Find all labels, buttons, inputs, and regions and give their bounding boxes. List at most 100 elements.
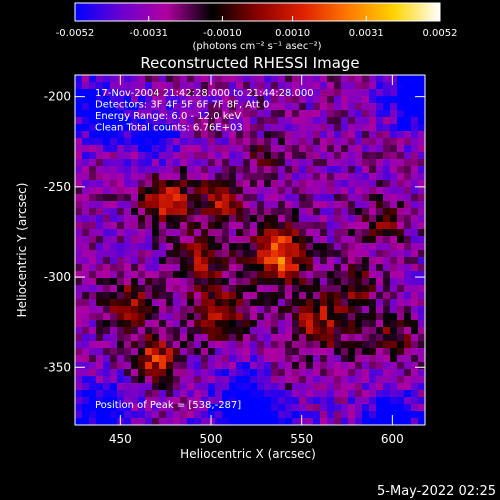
heatmap-cell — [180, 383, 188, 391]
heatmap-cell — [320, 292, 328, 300]
heatmap-cell — [334, 236, 342, 244]
heatmap-cell — [250, 124, 258, 132]
heatmap-cell — [320, 208, 328, 216]
heatmap-cell — [334, 194, 342, 202]
heatmap-cell — [271, 208, 279, 216]
heatmap-cell — [404, 89, 412, 97]
heatmap-cell — [285, 383, 293, 391]
heatmap-cell — [159, 355, 167, 363]
heatmap-cell — [208, 292, 216, 300]
heatmap-cell — [404, 376, 412, 384]
heatmap-cell — [159, 110, 167, 118]
heatmap-cell — [89, 348, 97, 356]
heatmap-cell — [194, 194, 202, 202]
heatmap-cell — [152, 320, 160, 328]
heatmap-cell — [369, 173, 377, 181]
heatmap-cell — [299, 341, 307, 349]
heatmap-cell — [250, 194, 258, 202]
heatmap-cell — [124, 152, 132, 160]
heatmap-cell — [418, 250, 426, 258]
heatmap-cell — [271, 103, 279, 111]
heatmap-cell — [369, 362, 377, 370]
heatmap-cell — [117, 355, 125, 363]
heatmap-cell — [243, 159, 251, 167]
heatmap-cell — [278, 194, 286, 202]
heatmap-cell — [250, 159, 258, 167]
heatmap-cell — [145, 348, 153, 356]
heatmap-cell — [257, 285, 265, 293]
heatmap-cell — [278, 348, 286, 356]
heatmap-cell — [82, 152, 90, 160]
heatmap-cell — [201, 411, 209, 419]
heatmap-cell — [362, 110, 370, 118]
heatmap-cell — [292, 131, 300, 139]
heatmap-cell — [418, 187, 426, 195]
heatmap-cell — [278, 362, 286, 370]
heatmap-cell — [82, 236, 90, 244]
heatmap-cell — [82, 117, 90, 125]
heatmap-cell — [404, 152, 412, 160]
heatmap-cell — [292, 145, 300, 153]
heatmap-cell — [362, 194, 370, 202]
heatmap-cell — [145, 327, 153, 335]
heatmap-cell — [159, 306, 167, 314]
heatmap-cell — [404, 215, 412, 223]
heatmap-cell — [327, 194, 335, 202]
heatmap-cell — [397, 152, 405, 160]
heatmap-cell — [348, 187, 356, 195]
heatmap-cell — [110, 376, 118, 384]
heatmap-cell — [418, 285, 426, 293]
heatmap-cell — [320, 383, 328, 391]
heatmap-cell — [138, 229, 146, 237]
heatmap-cell — [362, 215, 370, 223]
heatmap-cell — [117, 173, 125, 181]
heatmap-cell — [201, 369, 209, 377]
heatmap-cell — [334, 334, 342, 342]
heatmap-cell — [117, 103, 125, 111]
heatmap-cell — [173, 341, 181, 349]
heatmap-cell — [89, 243, 97, 251]
heatmap-cell — [271, 145, 279, 153]
heatmap-cell — [278, 110, 286, 118]
heatmap-cell — [362, 138, 370, 146]
heatmap-cell — [89, 418, 97, 426]
heatmap-cell — [75, 173, 83, 181]
heatmap-cell — [208, 138, 216, 146]
heatmap-cell — [397, 243, 405, 251]
heatmap-cell — [299, 397, 307, 405]
heatmap-cell — [222, 131, 230, 139]
heatmap-cell — [82, 257, 90, 265]
heatmap-cell — [131, 404, 139, 412]
heatmap-cell — [404, 124, 412, 132]
heatmap-cell — [369, 376, 377, 384]
heatmap-cell — [348, 404, 356, 412]
heatmap-cell — [369, 138, 377, 146]
heatmap-cell — [397, 89, 405, 97]
heatmap-cell — [194, 348, 202, 356]
heatmap-cell — [285, 404, 293, 412]
heatmap-cell — [418, 243, 426, 251]
heatmap-cell — [306, 208, 314, 216]
heatmap-cell — [75, 243, 83, 251]
heatmap-cell — [89, 320, 97, 328]
heatmap-cell — [292, 334, 300, 342]
heatmap-cell — [138, 117, 146, 125]
heatmap-cell — [334, 257, 342, 265]
heatmap-cell — [159, 173, 167, 181]
heatmap-cell — [173, 362, 181, 370]
heatmap-cell — [271, 334, 279, 342]
heatmap-cell — [397, 166, 405, 174]
heatmap-cell — [320, 404, 328, 412]
heatmap-cell — [411, 124, 419, 132]
colorbar-tick-label: -0.0010 — [203, 28, 242, 39]
heatmap-cell — [362, 362, 370, 370]
heatmap-cell — [208, 208, 216, 216]
heatmap-cell — [383, 166, 391, 174]
heatmap-cell — [383, 145, 391, 153]
heatmap-cell — [257, 390, 265, 398]
heatmap-cell — [75, 215, 83, 223]
heatmap-cell — [257, 173, 265, 181]
heatmap-cell — [236, 264, 244, 272]
heatmap-cell — [208, 320, 216, 328]
heatmap-cell — [355, 404, 363, 412]
